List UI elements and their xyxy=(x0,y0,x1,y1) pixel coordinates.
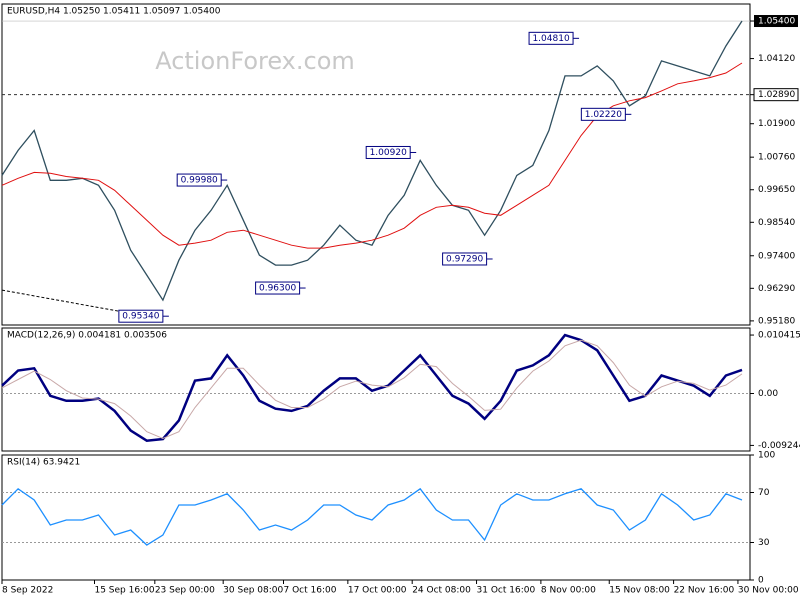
y-tick-label: 0.96290 xyxy=(758,284,795,294)
annotation-box xyxy=(528,31,574,45)
y-tick-label: 0.010415 xyxy=(758,331,800,341)
panel-frame xyxy=(1,3,751,326)
y-tick-label: 0.98540 xyxy=(758,218,795,228)
y-tick-label: 1.01900 xyxy=(758,119,795,129)
y-tick-label: 70 xyxy=(758,488,770,498)
y-tick-label: 1.04120 xyxy=(758,54,795,64)
series-line xyxy=(1,333,743,442)
panel-title: MACD(12,26,9) 0.004181 0.003506 xyxy=(7,331,167,341)
annotation-label: 1.02220 xyxy=(585,110,622,120)
y-tick-label: 0.97400 xyxy=(758,251,795,261)
x-tick-label: 15 Sep 16:00 xyxy=(94,586,154,596)
y-tick-label: 1.05400 xyxy=(758,17,795,27)
series-line xyxy=(1,339,743,439)
annotation-label: 0.97290 xyxy=(446,254,483,264)
x-tick-label: 30 Nov 00:00 xyxy=(738,586,799,596)
panel-title: EURUSD,H4 1.05250 1.05411 1.05097 1.0540… xyxy=(7,7,221,17)
y-tick-label: 30 xyxy=(758,538,770,548)
y-tick-label: 0.99650 xyxy=(758,185,795,195)
x-tick-label: 30 Sep 08:00 xyxy=(223,586,283,596)
x-tick-label: 15 Nov 08:00 xyxy=(609,586,670,596)
series-line xyxy=(1,487,743,546)
annotation-label: 0.96300 xyxy=(259,284,296,294)
trendline xyxy=(1,289,129,314)
y-tick-label: 0 xyxy=(758,576,764,586)
annotation-label: 1.00920 xyxy=(370,148,407,158)
level-box xyxy=(753,88,799,102)
y-tick-label: 1.00760 xyxy=(758,153,795,163)
annotation-box xyxy=(580,107,626,121)
x-tick-label: 31 Oct 16:00 xyxy=(477,586,536,596)
annotation-box xyxy=(255,281,301,295)
panel-frame xyxy=(1,327,751,452)
x-tick-label: 17 Oct 00:00 xyxy=(348,586,407,596)
x-tick-label: 23 Sep 00:00 xyxy=(155,586,215,596)
x-tick-label: 8 Sep 2022 xyxy=(2,586,53,596)
annotation-label: 0.95340 xyxy=(122,312,159,322)
series-line xyxy=(1,62,743,249)
watermark: ActionForex.com xyxy=(155,47,355,75)
annotation-box xyxy=(176,173,222,187)
current-price-box xyxy=(754,15,798,28)
y-tick-label: 0.95180 xyxy=(758,316,795,326)
annotation-box xyxy=(118,309,164,323)
annotation-box xyxy=(442,252,488,266)
x-tick-label: 7 Oct 16:00 xyxy=(284,586,337,596)
y-tick-label: 100 xyxy=(758,451,775,461)
y-tick-label: -0.009244 xyxy=(758,441,800,451)
series-line xyxy=(1,20,743,302)
x-tick-label: 24 Oct 08:00 xyxy=(412,586,471,596)
y-tick-label: 0.00 xyxy=(758,389,778,399)
panel-frame xyxy=(1,454,751,581)
annotation-label: 0.99980 xyxy=(181,176,218,186)
x-tick-label: 22 Nov 16:00 xyxy=(674,586,735,596)
annotation-label: 1.04810 xyxy=(532,34,569,44)
annotation-box xyxy=(365,145,411,159)
y-tick-label: 1.02890 xyxy=(758,90,795,100)
x-tick-label: 8 Nov 00:00 xyxy=(541,586,596,596)
panel-title: RSI(14) 63.9421 xyxy=(7,458,80,468)
